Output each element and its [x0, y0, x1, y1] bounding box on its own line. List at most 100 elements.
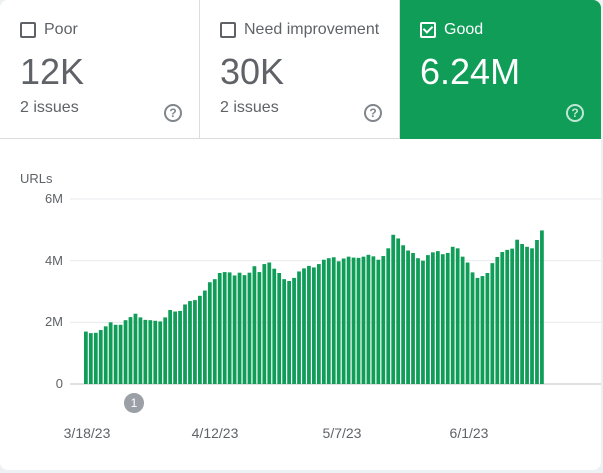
checkbox-good[interactable] — [420, 22, 436, 38]
chart-bar[interactable] — [381, 256, 386, 384]
chart-bar[interactable] — [371, 256, 376, 384]
chart-bar[interactable] — [366, 254, 371, 384]
chart-bar[interactable] — [123, 320, 128, 384]
chart-bar[interactable] — [262, 264, 267, 384]
chart-bar[interactable] — [232, 275, 237, 384]
help-icon[interactable]: ? — [364, 104, 382, 122]
chart-bar[interactable] — [84, 331, 88, 384]
chart-bar[interactable] — [188, 301, 192, 384]
chart-bar[interactable] — [267, 262, 272, 384]
chart-bar[interactable] — [346, 256, 351, 384]
chart-bar[interactable] — [297, 271, 301, 384]
chart-bar[interactable] — [450, 246, 455, 384]
chart-bar[interactable] — [470, 272, 475, 384]
chart-bar[interactable] — [430, 252, 435, 384]
chart-bar[interactable] — [426, 255, 430, 384]
chart-bar[interactable] — [341, 258, 346, 384]
chart-bar[interactable] — [113, 324, 118, 384]
checkbox-poor[interactable] — [20, 22, 36, 38]
chart-bar[interactable] — [336, 261, 341, 384]
chart-bar[interactable] — [98, 330, 103, 384]
chart-bar[interactable] — [440, 254, 445, 384]
help-icon[interactable]: ? — [164, 104, 182, 122]
chart-bar[interactable] — [396, 238, 401, 384]
chart-bar[interactable] — [143, 319, 148, 384]
chart-bar[interactable] — [361, 256, 366, 384]
chart-bar[interactable] — [500, 252, 505, 384]
chart-bar[interactable] — [183, 304, 187, 384]
chart-bar[interactable] — [391, 234, 396, 384]
chart-bar[interactable] — [411, 252, 415, 384]
chart-bar[interactable] — [530, 248, 534, 384]
chart-bar[interactable] — [356, 257, 361, 384]
chart-bar[interactable] — [421, 260, 425, 384]
chart-bar[interactable] — [128, 317, 133, 384]
chart-bar[interactable] — [525, 246, 529, 384]
chart-bar[interactable] — [331, 257, 336, 384]
chart-bar[interactable] — [435, 251, 440, 384]
chart-bar[interactable] — [386, 248, 391, 384]
chart-bar[interactable] — [93, 332, 98, 384]
chart-bar[interactable] — [520, 244, 524, 384]
chart-bar[interactable] — [198, 295, 202, 384]
chart-bar[interactable] — [88, 333, 93, 385]
chart-bar[interactable] — [485, 273, 490, 384]
chart-bar[interactable] — [445, 252, 450, 384]
chart-bar[interactable] — [272, 268, 277, 384]
chart-bar[interactable] — [460, 256, 465, 384]
chart-bar[interactable] — [207, 282, 212, 384]
chart-bar[interactable] — [455, 248, 460, 384]
chart-bar[interactable] — [416, 258, 420, 384]
annotation-marker[interactable]: 1 — [123, 392, 145, 414]
chart-bar[interactable] — [222, 272, 227, 384]
chart-bar[interactable] — [178, 310, 182, 384]
chart-bar[interactable] — [287, 281, 291, 384]
chart-bar[interactable] — [153, 320, 158, 384]
chart-bar[interactable] — [307, 265, 311, 384]
checkbox-need-improvement[interactable] — [220, 22, 236, 38]
chart-bar[interactable] — [490, 263, 495, 384]
chart-bar[interactable] — [540, 230, 544, 384]
chart-bar[interactable] — [316, 264, 321, 384]
chart-bar[interactable] — [133, 313, 138, 384]
chart-bar[interactable] — [302, 268, 306, 385]
chart-bar[interactable] — [535, 240, 539, 384]
chart-bar[interactable] — [277, 273, 282, 384]
chart-bar[interactable] — [252, 266, 257, 384]
chart-bar[interactable] — [351, 257, 356, 384]
chart-bar[interactable] — [475, 277, 480, 384]
chart-bar[interactable] — [163, 317, 168, 384]
chart-bar[interactable] — [480, 276, 485, 384]
chart-bar[interactable] — [242, 275, 247, 384]
chart-bar[interactable] — [103, 326, 108, 384]
chart-bar[interactable] — [108, 322, 113, 384]
chart-bar[interactable] — [217, 273, 222, 384]
chart-bar[interactable] — [406, 250, 410, 384]
chart-bar[interactable] — [510, 248, 515, 384]
tile-poor[interactable]: Poor 12K 2 issues ? — [0, 0, 200, 139]
chart-bar[interactable] — [292, 277, 296, 384]
chart-bar[interactable] — [282, 279, 287, 384]
chart-bar[interactable] — [158, 321, 163, 384]
chart-bar[interactable] — [168, 310, 173, 384]
chart-bar[interactable] — [118, 324, 123, 384]
chart-bar[interactable] — [376, 259, 381, 384]
tile-good[interactable]: Good 6.24M ? — [400, 0, 601, 139]
help-icon[interactable]: ? — [566, 104, 584, 122]
chart-bar[interactable] — [326, 258, 331, 384]
chart-bar[interactable] — [465, 262, 470, 384]
chart-bar[interactable] — [257, 272, 262, 384]
chart-bar[interactable] — [495, 256, 500, 384]
chart-bar[interactable] — [401, 245, 406, 384]
chart-bar[interactable] — [148, 320, 153, 384]
chart-bar[interactable] — [247, 272, 252, 384]
chart-bar[interactable] — [193, 300, 197, 384]
chart-bar[interactable] — [173, 311, 177, 384]
chart-bar[interactable] — [321, 259, 326, 384]
chart-bar[interactable] — [138, 317, 143, 384]
chart-bar[interactable] — [212, 279, 217, 384]
chart-bar[interactable] — [515, 239, 520, 384]
tile-need-improvement[interactable]: Need improvement 30K 2 issues ? — [200, 0, 400, 139]
chart-bar[interactable] — [202, 290, 207, 384]
chart-bar[interactable] — [237, 272, 242, 384]
